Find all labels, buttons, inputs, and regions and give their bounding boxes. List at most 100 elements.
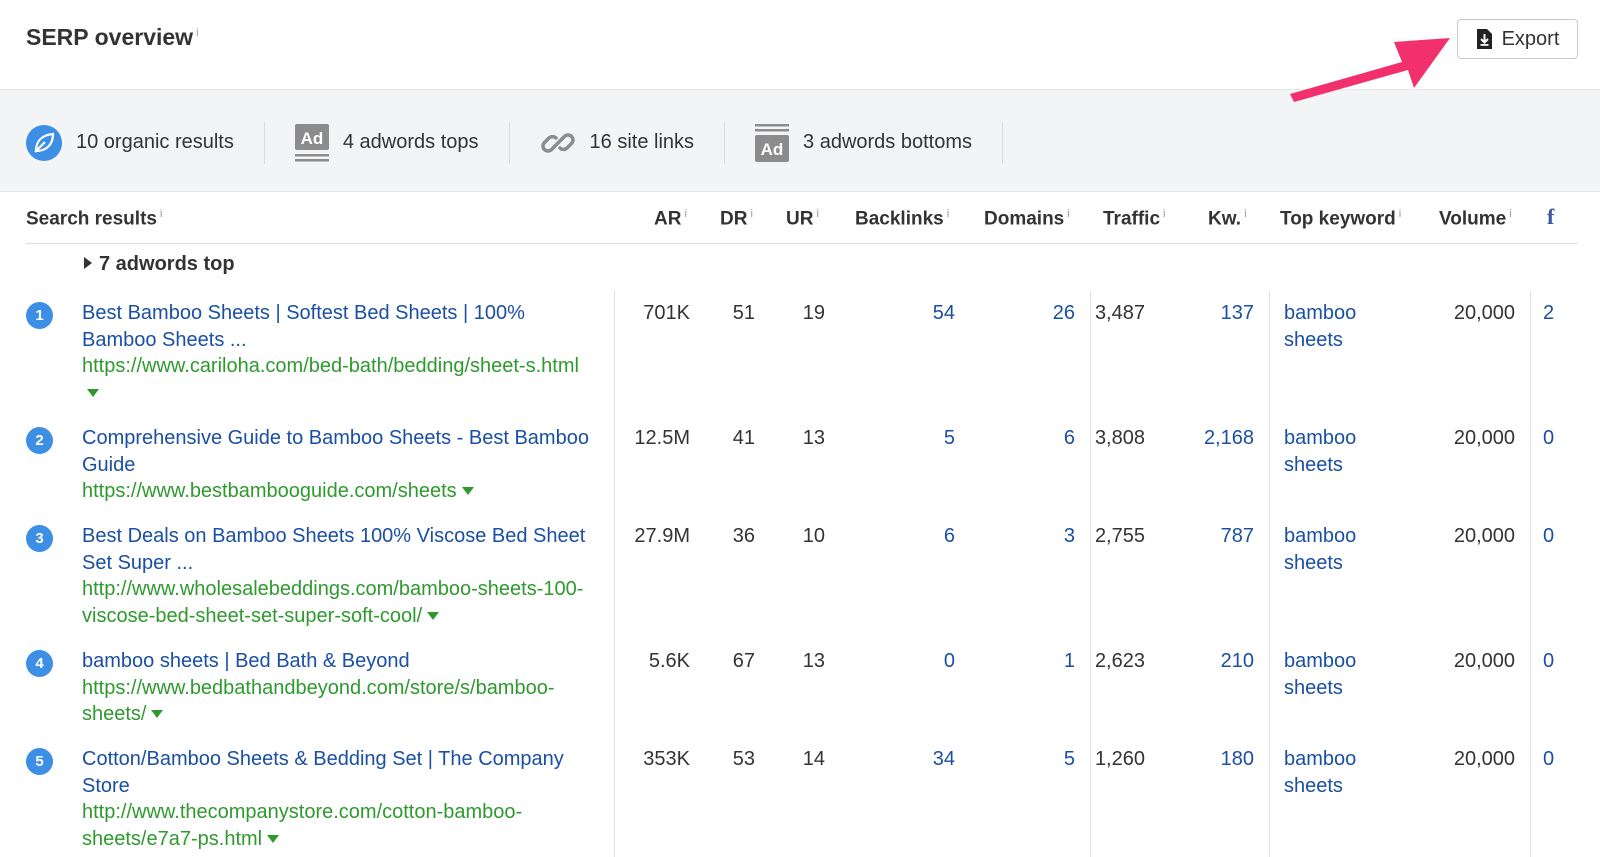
dr-value: 53 bbox=[732, 748, 755, 770]
traffic-value: 2,623 bbox=[1094, 650, 1145, 672]
col-ar[interactable]: AR i bbox=[654, 208, 687, 230]
facebook-shares-link[interactable]: 0 bbox=[1543, 748, 1555, 770]
domains-link[interactable]: 3 bbox=[1063, 525, 1075, 547]
col-dr[interactable]: DR i bbox=[720, 208, 753, 230]
ad-icon: Ad bbox=[294, 123, 329, 162]
top-keyword-link[interactable]: bamboo sheets bbox=[1284, 427, 1357, 476]
kw-link[interactable]: 137 bbox=[1220, 302, 1254, 324]
column-divider bbox=[1269, 290, 1270, 857]
serp-summary-bar: 10 organic results Ad 4 adwords tops 16 … bbox=[0, 90, 1600, 192]
position-badge: 1 bbox=[26, 302, 53, 329]
col-search-results[interactable]: Search results i bbox=[26, 208, 163, 230]
backlinks-link[interactable]: 5 bbox=[943, 427, 955, 449]
result-cell: Comprehensive Guide to Bamboo Sheets - B… bbox=[82, 425, 592, 505]
leaf-icon bbox=[26, 124, 62, 161]
domains-link[interactable]: 5 bbox=[1063, 748, 1075, 770]
result-title-link[interactable]: Comprehensive Guide to Bamboo Sheets - B… bbox=[82, 427, 589, 476]
summary-organic[interactable]: 10 organic results bbox=[26, 121, 265, 164]
kw-link[interactable]: 787 bbox=[1220, 525, 1254, 547]
result-title-link[interactable]: Cotton/Bamboo Sheets & Bedding Set | The… bbox=[82, 748, 564, 797]
volume-value: 20,000 bbox=[1453, 427, 1515, 449]
summary-adwords-bottoms-label: 3 adwords bottoms bbox=[803, 131, 972, 153]
info-icon[interactable]: i bbox=[196, 27, 199, 40]
domains-link[interactable]: 26 bbox=[1052, 302, 1075, 324]
caret-down-icon[interactable] bbox=[267, 834, 280, 843]
page-header: SERP overview i Export bbox=[0, 0, 1600, 102]
col-volume[interactable]: Volume i bbox=[1439, 208, 1512, 230]
pointer-arrow bbox=[1290, 38, 1450, 102]
dr-value: 41 bbox=[732, 427, 755, 449]
page-title: SERP overview i bbox=[26, 24, 199, 51]
result-url-link[interactable]: https://www.bestbambooguide.com/sheets bbox=[82, 480, 457, 502]
serp-table: Search results i AR i DR i UR i Backlinks i D… bbox=[26, 192, 1578, 275]
col-traffic[interactable]: Traffic i bbox=[1103, 208, 1166, 230]
export-button[interactable]: Export bbox=[1457, 19, 1578, 59]
volume-value: 20,000 bbox=[1453, 302, 1515, 324]
col-top-keyword[interactable]: Top keyword i bbox=[1280, 208, 1402, 230]
facebook-icon[interactable]: f bbox=[1547, 204, 1555, 229]
svg-text:Ad: Ad bbox=[301, 129, 324, 148]
caret-down-icon[interactable] bbox=[427, 611, 440, 620]
link-icon bbox=[540, 125, 576, 161]
summary-adwords-bottoms[interactable]: Ad 3 adwords bottoms bbox=[725, 121, 1003, 164]
volume-value: 20,000 bbox=[1453, 525, 1515, 547]
ar-value: 353K bbox=[643, 748, 690, 770]
result-url-link[interactable]: https://www.cariloha.com/bed-bath/beddin… bbox=[82, 355, 579, 377]
facebook-shares-link[interactable]: 0 bbox=[1543, 650, 1555, 672]
summary-adwords-tops[interactable]: Ad 4 adwords tops bbox=[265, 121, 510, 164]
position-badge: 4 bbox=[26, 650, 53, 677]
dr-value: 51 bbox=[732, 302, 755, 324]
result-title-link[interactable]: Best Deals on Bamboo Sheets 100% Viscose… bbox=[82, 525, 586, 574]
adwords-top-toggle[interactable]: 7 adwords top bbox=[84, 253, 235, 276]
kw-link[interactable]: 210 bbox=[1220, 650, 1254, 672]
ar-value: 701K bbox=[643, 302, 690, 324]
caret-down-icon[interactable] bbox=[461, 487, 474, 495]
result-title-link[interactable]: Best Bamboo Sheets | Softest Bed Sheets … bbox=[82, 302, 525, 351]
facebook-shares-link[interactable]: 2 bbox=[1543, 302, 1555, 324]
ar-value: 12.5M bbox=[634, 427, 690, 449]
backlinks-link[interactable]: 0 bbox=[943, 650, 955, 672]
facebook-shares-link[interactable]: 0 bbox=[1543, 427, 1555, 449]
column-divider bbox=[1090, 290, 1091, 857]
result-url-link[interactable]: http://www.wholesalebeddings.com/bamboo-… bbox=[82, 578, 584, 627]
result-url-link[interactable]: https://www.bedbathandbeyond.com/store/s… bbox=[82, 676, 555, 726]
caret-down-icon[interactable] bbox=[87, 388, 99, 397]
traffic-value: 3,487 bbox=[1094, 302, 1145, 324]
top-keyword-link[interactable]: bamboo sheets bbox=[1284, 302, 1357, 351]
facebook-shares-link[interactable]: 0 bbox=[1543, 525, 1555, 547]
svg-text:Ad: Ad bbox=[761, 140, 784, 159]
backlinks-link[interactable]: 34 bbox=[932, 748, 955, 770]
traffic-value: 3,808 bbox=[1094, 427, 1145, 449]
kw-link[interactable]: 2,168 bbox=[1203, 427, 1254, 449]
ad-bottom-icon: Ad bbox=[755, 123, 790, 162]
result-cell: Best Deals on Bamboo Sheets 100% Viscose… bbox=[82, 523, 592, 629]
col-domains[interactable]: Domains i bbox=[984, 208, 1070, 230]
backlinks-link[interactable]: 54 bbox=[932, 302, 955, 324]
result-cell: Cotton/Bamboo Sheets & Bedding Set | The… bbox=[82, 746, 592, 852]
summary-site-links[interactable]: 16 site links bbox=[510, 121, 726, 164]
volume-value: 20,000 bbox=[1453, 748, 1515, 770]
backlinks-link[interactable]: 6 bbox=[943, 525, 955, 547]
col-kw[interactable]: Kw. i bbox=[1208, 208, 1247, 230]
col-backlinks[interactable]: Backlinks i bbox=[855, 208, 950, 230]
caret-right-icon bbox=[84, 257, 92, 269]
traffic-value: 1,260 bbox=[1094, 748, 1145, 770]
traffic-value: 2,755 bbox=[1094, 525, 1145, 547]
volume-value: 20,000 bbox=[1453, 650, 1515, 672]
top-keyword-link[interactable]: bamboo sheets bbox=[1284, 525, 1357, 574]
column-divider bbox=[1530, 290, 1531, 857]
kw-link[interactable]: 180 bbox=[1220, 748, 1254, 770]
result-cell: bamboo sheets | Bed Bath & Beyond https:/… bbox=[82, 648, 592, 728]
domains-link[interactable]: 6 bbox=[1063, 427, 1075, 449]
result-title-link[interactable]: bamboo sheets | Bed Bath & Beyond bbox=[82, 650, 410, 672]
col-ur[interactable]: UR i bbox=[786, 208, 819, 230]
domains-link[interactable]: 1 bbox=[1063, 650, 1075, 672]
ur-value: 10 bbox=[802, 525, 825, 547]
top-keyword-link[interactable]: bamboo sheets bbox=[1284, 748, 1357, 797]
ar-value: 5.6K bbox=[648, 650, 690, 672]
summary-site-links-label: 16 site links bbox=[589, 131, 695, 153]
caret-down-icon[interactable] bbox=[151, 710, 164, 718]
result-url-link[interactable]: http://www.thecompanystore.com/cotton-ba… bbox=[82, 801, 523, 850]
top-keyword-link[interactable]: bamboo sheets bbox=[1284, 650, 1357, 699]
ur-value: 13 bbox=[802, 427, 825, 449]
